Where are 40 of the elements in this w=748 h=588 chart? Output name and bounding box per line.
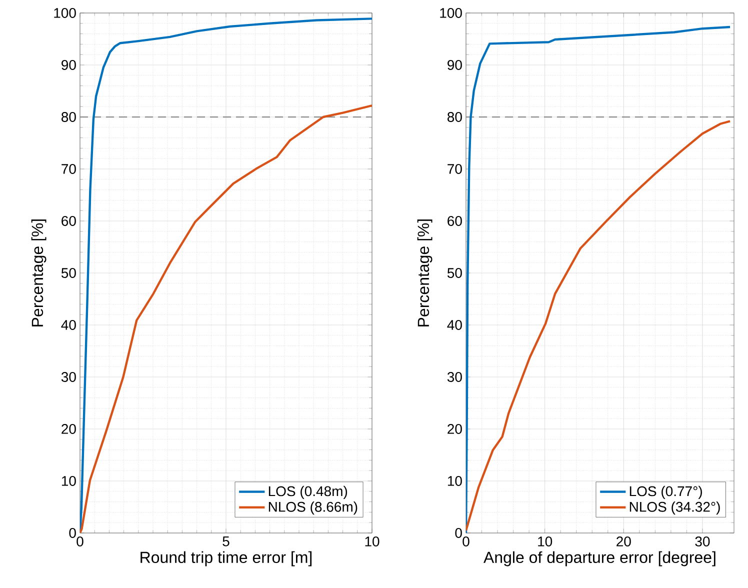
x-tick-label: 30 [695, 536, 710, 546]
x-axis-title: Angle of departure error [degree] [484, 551, 716, 566]
y-tick-label: 20 [62, 424, 76, 434]
y-tick-label: 20 [448, 424, 462, 434]
legend-label: LOS (0.48m) [268, 486, 348, 499]
y-tick-label: 10 [62, 476, 76, 486]
y-tick-label: 10 [448, 476, 462, 486]
y-tick-label: 70 [62, 164, 76, 174]
x-axis-title: Round trip time error [m] [140, 551, 312, 566]
y-tick-label: 100 [440, 8, 462, 18]
y-tick-label: 80 [62, 112, 76, 122]
y-tick-label: 60 [448, 216, 462, 226]
y-tick-label: 90 [448, 60, 462, 70]
line-series [80, 104, 372, 533]
y-tick-label: 50 [61, 268, 76, 278]
x-tick-label: 10 [538, 536, 552, 546]
y-tick-label: 50 [447, 268, 462, 278]
y-tick-label: 90 [62, 60, 76, 70]
y-tick-label: 40 [447, 320, 462, 330]
x-tick-label: 0 [462, 536, 470, 546]
y-tick-label: 40 [61, 320, 76, 330]
y-axis-title: Percentage [%] [31, 219, 46, 326]
x-tick-label: 10 [365, 536, 380, 546]
legend-label: LOS (0.77°) [630, 486, 702, 499]
y-axis-title: Percentage [%] [417, 219, 432, 326]
y-tick-label: 70 [448, 164, 462, 174]
y-tick-label: 30 [447, 372, 462, 382]
y-tick-label: 100 [54, 8, 76, 18]
y-tick-label: 30 [61, 372, 76, 382]
y-tick-label: 60 [62, 216, 76, 226]
y-tick-label: 0 [455, 528, 462, 538]
x-tick-label: 0 [76, 536, 84, 546]
x-tick-label: 20 [616, 536, 631, 546]
legend-label: NLOS (34.32°) [630, 502, 720, 515]
y-tick-label: 80 [448, 112, 462, 122]
x-tick-label: 5 [222, 536, 230, 546]
line-series [466, 26, 732, 533]
legend-label: NLOS (8.66m) [268, 502, 358, 515]
y-tick-label: 0 [69, 528, 76, 538]
line-series [466, 120, 732, 532]
